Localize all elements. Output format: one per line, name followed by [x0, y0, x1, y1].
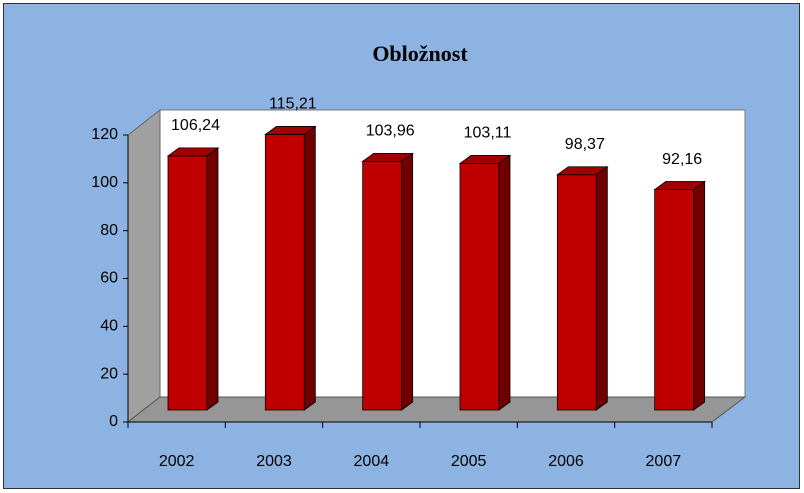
bar-side [303, 125, 316, 411]
x-tick-label: 2003 [256, 453, 292, 470]
y-tick-label: 40 [100, 318, 118, 335]
value-label: 103,11 [464, 125, 512, 142]
value-label: 115,21 [269, 96, 317, 113]
bar-side [498, 154, 511, 411]
x-tick-label: 2007 [646, 453, 682, 470]
x-tick-label: 2004 [354, 453, 390, 470]
bar-side [595, 165, 608, 411]
chart-title: Obložnost [372, 41, 468, 66]
bar-front [264, 134, 305, 411]
bar-front [459, 162, 500, 411]
side-wall [127, 108, 161, 424]
bar-front [362, 160, 403, 411]
bar-side [206, 147, 219, 411]
x-tick-label: 2005 [451, 453, 487, 470]
value-label: 103,96 [366, 123, 415, 140]
y-tick-label: 60 [100, 270, 118, 287]
y-tick-label: 0 [109, 413, 118, 430]
value-label: 92,16 [662, 151, 702, 168]
floor [126, 396, 747, 423]
y-tick-label: 120 [91, 126, 118, 143]
bar-front [654, 189, 695, 411]
value-label: 98,37 [565, 136, 605, 153]
bar-front [167, 155, 208, 411]
value-label: 106,24 [171, 117, 220, 134]
y-tick-label: 80 [100, 222, 118, 239]
bar-side [401, 152, 414, 411]
x-tick-label: 2006 [548, 453, 584, 470]
y-tick-label: 20 [100, 365, 118, 382]
bar-side [693, 180, 706, 411]
x-tick-label: 2002 [159, 453, 195, 470]
y-tick-label: 100 [91, 174, 118, 191]
bar-front [556, 174, 597, 411]
